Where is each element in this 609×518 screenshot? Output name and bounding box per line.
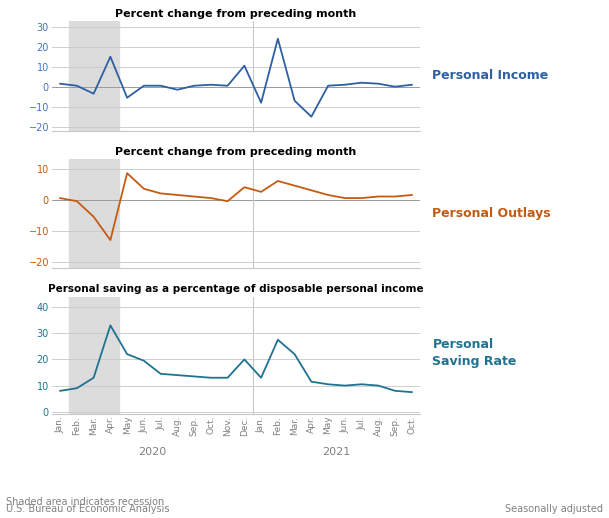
Text: Personal Outlays: Personal Outlays: [432, 207, 551, 220]
Bar: [68, 159, 119, 268]
Text: Seasonally adjusted: Seasonally adjusted: [505, 504, 603, 514]
Text: Personal Income: Personal Income: [432, 69, 549, 82]
Title: Percent change from preceding month: Percent change from preceding month: [115, 147, 357, 157]
Title: Personal saving as a percentage of disposable personal income: Personal saving as a percentage of dispo…: [48, 284, 424, 294]
Text: 2021: 2021: [322, 447, 351, 457]
Text: Personal
Saving Rate: Personal Saving Rate: [432, 338, 517, 368]
Title: Percent change from preceding month: Percent change from preceding month: [115, 9, 357, 19]
Text: 2020: 2020: [138, 447, 166, 457]
Bar: [68, 296, 119, 414]
Text: Shaded area indicates recession: Shaded area indicates recession: [6, 497, 164, 507]
Bar: [68, 21, 119, 131]
Text: U.S. Bureau of Economic Analysis: U.S. Bureau of Economic Analysis: [6, 504, 169, 514]
